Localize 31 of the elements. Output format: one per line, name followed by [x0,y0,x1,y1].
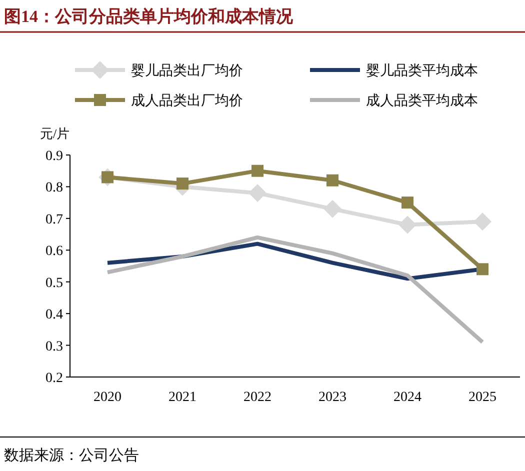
y-tick-label: 0.3 [46,339,63,354]
chart-title: 图14：公司分品类单片均价和成本情况 [4,7,294,26]
point [402,196,414,209]
y-tick-label: 0.4 [46,308,63,323]
point [474,212,492,231]
y-tick-label: 0.7 [46,212,63,228]
legend-label: 成人品类出厂均价 [131,93,243,109]
y-tick-label: 0.9 [46,149,63,164]
point [476,263,488,276]
point [248,184,266,202]
point [326,174,338,186]
legend-label: 婴儿品类出厂均价 [131,63,243,79]
y-tick-label: 0.2 [46,371,63,386]
line-series [106,235,484,344]
legend-label: 成人品类平均成本 [366,93,478,109]
x-tick-label: 2024 [394,390,422,405]
point [324,200,342,218]
x-tick-label: 2023 [318,390,346,405]
point [176,178,188,190]
legend-label: 婴儿品类平均成本 [366,63,478,79]
point [398,216,416,234]
y-tick-label: 0.6 [46,244,63,260]
x-tick-label: 2025 [468,390,496,405]
x-tick-label: 2022 [244,390,272,405]
y-tick-label: 0.8 [46,180,63,196]
y-tick-label: 0.5 [46,276,63,291]
point [252,164,264,177]
x-tick-label: 2020 [94,390,122,405]
source-note: 数据来源：公司公告 [4,447,139,464]
x-tick-label: 2021 [168,390,196,405]
y-axis-title: 元/片 [40,126,70,141]
